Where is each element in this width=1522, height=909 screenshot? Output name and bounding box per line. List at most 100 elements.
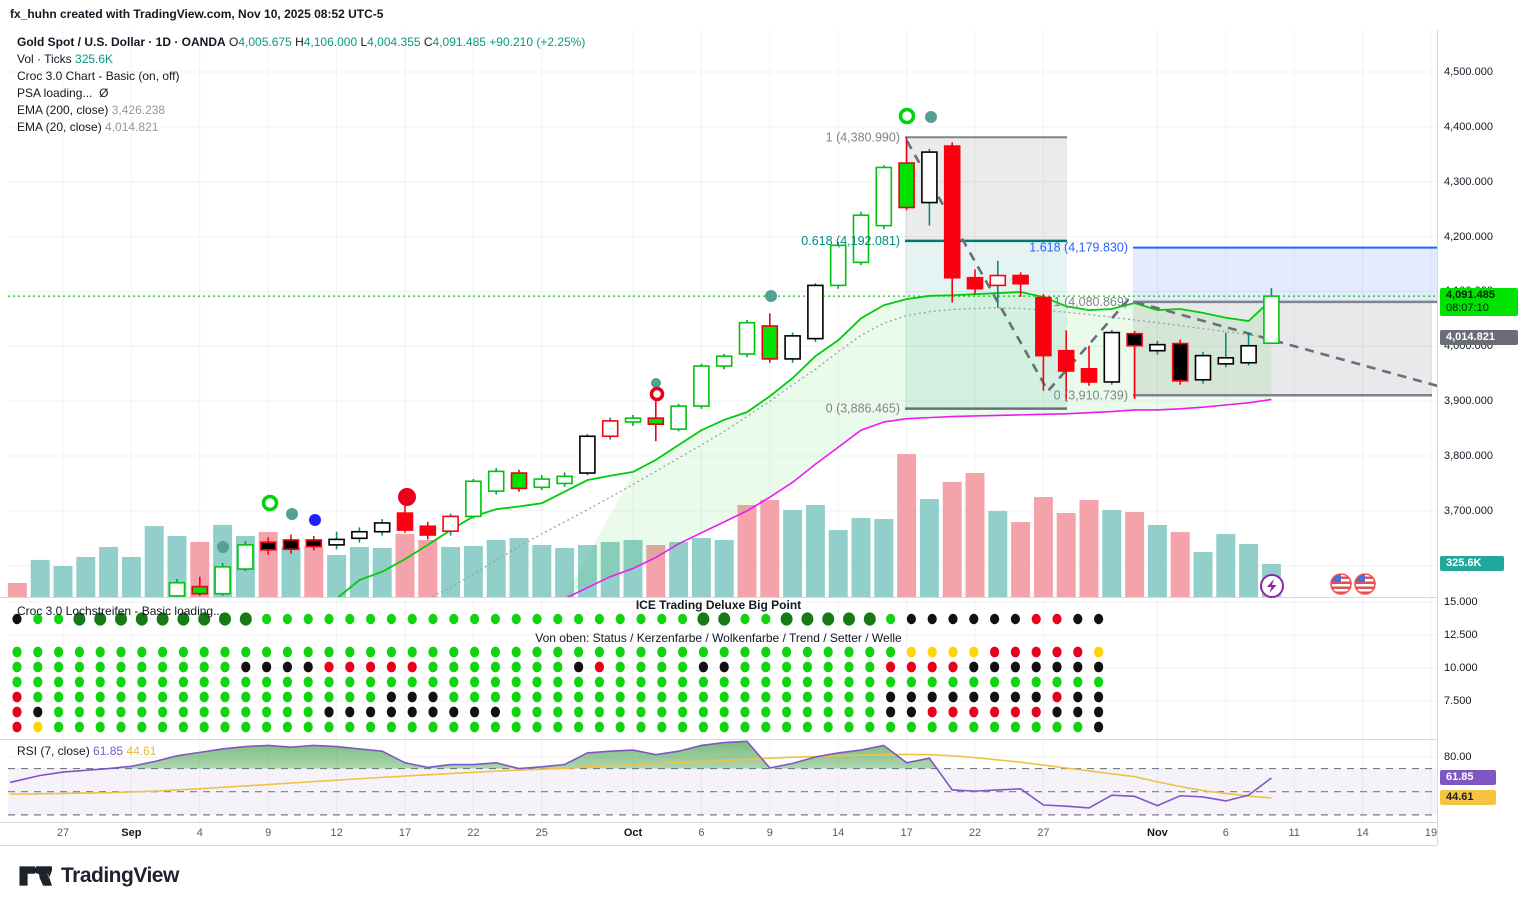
indicator-dot [990, 661, 1000, 673]
candle [943, 142, 961, 303]
indicator-dot [345, 676, 355, 688]
candle [533, 475, 551, 491]
rsi-ma-badge: 44.61 [1440, 790, 1496, 805]
indicator-dot [698, 661, 709, 673]
volume-bar [1125, 511, 1145, 597]
rsi-pane-label[interactable]: RSI (7, close) 61.85 44.61 [17, 744, 156, 758]
indicator-dot [386, 676, 396, 688]
volume-bar [965, 472, 985, 597]
status-dot [345, 613, 355, 625]
status-dot [1010, 613, 1021, 625]
indicator-dot [1073, 706, 1083, 718]
indicator-dot [678, 721, 688, 733]
volume-bar [1033, 497, 1053, 597]
us-flag-event-icon[interactable] [1330, 573, 1352, 595]
date-tick-label: 17 [900, 827, 913, 839]
indicator-dot [386, 661, 396, 673]
indicator-dot [220, 661, 230, 673]
indicator-dot [886, 676, 896, 688]
last-price-value: 4,091.485 [1446, 289, 1495, 301]
volume-badge: 325.6K [1440, 556, 1504, 571]
economic-event-icon[interactable] [1260, 574, 1284, 598]
volume-bar [600, 541, 620, 597]
indicator-dot [532, 676, 542, 688]
indicator-dot [95, 706, 105, 718]
indicator-dot [12, 676, 22, 688]
indicator-dot [199, 661, 209, 673]
status-dot [303, 613, 313, 625]
indicator-dot [303, 646, 313, 658]
tradingview-logo[interactable]: TradingView [18, 862, 179, 890]
volume-bar [418, 539, 438, 597]
indicator-dot [407, 661, 417, 673]
candle [282, 534, 300, 554]
legend-ema200-row[interactable]: EMA (200, close) 3,426.238 [17, 102, 585, 119]
candle [1080, 345, 1098, 386]
indicator-dot [407, 646, 417, 658]
rsi-ma-line [9, 753, 1272, 799]
indicator-dot [574, 691, 584, 703]
candle [419, 521, 437, 540]
status-dot [54, 613, 64, 625]
indicator-dot [407, 706, 417, 718]
ohlc-key: O [229, 35, 239, 49]
indicator-dot [345, 691, 355, 703]
signal-dot-marker [398, 488, 416, 506]
volume-bar [441, 546, 461, 597]
indicator-dot [511, 646, 521, 658]
price-axis-label: 3,900.000 [1444, 395, 1493, 408]
legend-symbol-row[interactable]: Gold Spot / U.S. Dollar · 1D · OANDA O4,… [17, 34, 585, 51]
indicator-dot [490, 646, 500, 658]
indicator-dot [511, 691, 521, 703]
candle [1057, 330, 1075, 402]
indicator-dot [948, 676, 958, 688]
volume-bar [555, 547, 575, 597]
legend-volume-row[interactable]: Vol · Ticks 325.6K [17, 51, 585, 68]
volume-bar [737, 505, 757, 597]
indicator-dot [678, 706, 688, 718]
indicator-dot [886, 646, 896, 658]
volume-bar [1056, 513, 1076, 597]
indicator-dot [719, 661, 729, 673]
indicator-dot [116, 721, 126, 733]
indicator-dot [199, 706, 209, 718]
legend-ema20-row[interactable]: EMA (20, close) 4,014.821 [17, 119, 585, 136]
indicator-dot [782, 691, 792, 703]
dots-center-subtitle: Von oben: Status / Kerzenfarbe / Wolkenf… [535, 631, 902, 645]
indicator-dot [1073, 676, 1083, 688]
candle [601, 417, 619, 440]
indicator-dot [324, 676, 334, 688]
indicator-dot [969, 691, 979, 703]
legend-psa-row[interactable]: PSA loading... Ø [17, 85, 585, 102]
indicator-dot [158, 661, 168, 673]
status-dot [532, 613, 542, 625]
indicator-dot [241, 676, 251, 688]
status-dot [135, 612, 148, 626]
indicator-dot [886, 661, 896, 673]
us-flag-event-icon[interactable] [1354, 573, 1376, 595]
volume-bar [646, 545, 666, 597]
status-dot [718, 612, 731, 626]
volume-bar [691, 538, 711, 597]
price-axis-label: 4,200.000 [1444, 230, 1493, 243]
candle [237, 541, 254, 572]
status-dot [740, 613, 750, 625]
indicator-dot [262, 676, 272, 688]
indicator-dot [490, 676, 500, 688]
volume-bar [1170, 532, 1190, 597]
indicator-dot [95, 721, 105, 733]
status-dot [906, 613, 917, 625]
dots-pane-title[interactable]: Croc 3.0 Lochstreifen - Basic loading... [17, 604, 224, 618]
signal-dot-marker [651, 378, 661, 388]
indicator-dot [1094, 721, 1104, 733]
indicator-dot [54, 691, 64, 703]
indicator-dot [1073, 721, 1083, 733]
date-tick-label: 14 [1356, 827, 1369, 839]
legend-croc-row[interactable]: Croc 3.0 Chart - Basic (on, off) [17, 68, 585, 85]
volume-bar [1216, 533, 1236, 597]
candle [487, 468, 505, 495]
indicator-dot [990, 721, 1000, 733]
tradingview-logo-text: TradingView [61, 864, 179, 887]
indicator-dot [886, 706, 896, 718]
